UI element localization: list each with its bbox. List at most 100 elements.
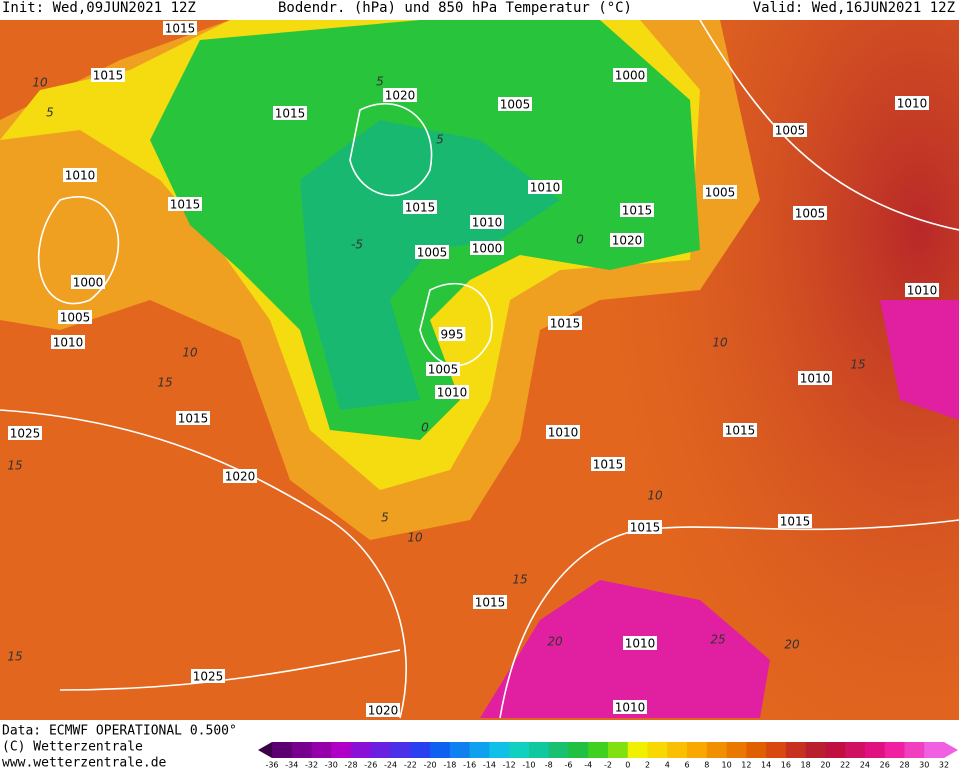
isobar-label-box [435,385,469,399]
isobar-label: 1015 [405,201,436,215]
isobar-label: 1010 [53,336,84,350]
temperature-label: 15 [157,376,172,390]
isobar-label: 995 [441,328,464,342]
isobar-label-box [895,96,929,110]
colorbar-swatch [370,742,392,758]
temperature-label: 10 [647,489,663,503]
isobar-label-box [223,469,257,483]
colorbar-label: 4 [665,761,670,770]
isobar-label: 1010 [472,216,503,230]
colorbar-swatch [687,742,708,758]
colorbar-swatch [726,742,747,758]
isobar-label-box [613,700,647,714]
map-title: Bodendr. (hPa) und 850 hPa Temperatur (°… [278,0,632,16]
isobar-label: 1015 [622,204,653,218]
colorbar-swatch [924,742,945,758]
colorbar-label: -30 [325,761,338,770]
isobar-label-box [798,371,832,385]
isobar-label-box [703,185,737,199]
isobar-label: 1000 [615,69,646,83]
isobar-label: 1020 [612,234,643,248]
colorbar-label: -4 [584,761,592,770]
isobar-label-box [628,520,662,534]
colorbar-swatch [410,742,431,758]
colorbar-label: 12 [741,761,751,770]
colorbar-label: -20 [424,761,437,770]
footer-copyright: (C) Wetterzentrale [2,740,143,755]
colorbar-label: 10 [721,761,731,770]
colorbar-swatch [311,742,332,758]
isobar-label-box [723,423,757,437]
isobar-label: 1005 [795,207,826,221]
isobar-label: 1010 [897,97,928,111]
isobar-label-box [473,595,507,609]
colorbar-label: 30 [919,761,929,770]
colorbar-label: -10 [522,761,535,770]
isobar-label: 1010 [615,701,646,715]
isobar-label-box [91,68,125,82]
colorbar-label: -14 [483,761,496,770]
colorbar-arrow-right [944,742,958,758]
colorbar-swatch [746,742,767,758]
colorbar-swatch [390,742,411,758]
isobar-label-box [548,316,582,330]
colorbar-label: 2 [645,761,650,770]
colorbar-label: -24 [384,761,397,770]
isobar-label-box [591,457,625,471]
temperature-label: 15 [850,358,865,372]
isobar-label: 1015 [170,198,201,212]
colorbar-swatch [449,742,471,758]
isobar-label-box [438,327,466,341]
isobar-label: 1015 [178,412,209,426]
colorbar-swatch [627,742,649,758]
colorbar-swatch [588,742,609,758]
isobar-label: 1010 [65,169,96,183]
temperature-label: 15 [7,459,22,473]
isobar-label-box [58,310,92,324]
colorbar-label: 0 [625,761,630,770]
colorbar-arrow-left [258,742,272,758]
colorbar-label: -18 [443,761,456,770]
colorbar-swatch [904,742,925,758]
isobar-label-box [163,21,197,35]
isobar-label: 1015 [630,521,661,535]
isobar-label: 1020 [385,89,416,103]
colorbar-label: 26 [880,761,890,770]
colorbar-label: -34 [285,761,298,770]
temperature-label: 25 [710,633,725,647]
isobar-label-box [8,426,42,440]
isobar-label: 1015 [780,515,811,529]
isobar-label: 1010 [625,637,656,651]
colorbar-swatch [608,742,629,758]
isobar-line [419,282,493,367]
isobar-label-box [773,123,807,137]
colorbar-swatch [864,742,886,758]
colorbar-swatch [430,742,451,758]
isobar-label-box [623,636,657,650]
isobar-label: 1005 [705,186,736,200]
isobar-line [0,409,407,719]
isobar-label-box [415,245,449,259]
colorbar-swatch [785,742,807,758]
isobar-line [349,102,433,197]
isobar-label-box [191,669,225,683]
colorbar-swatch [568,742,589,758]
temperature-label: 15 [512,573,527,587]
isobar-label-box [498,97,532,111]
isobar-label: 1020 [225,470,256,484]
colorbar-swatch [528,742,550,758]
colorbar-label: 32 [939,761,949,770]
colorbar-label: -6 [564,761,572,770]
init-label: Init: Wed,09JUN2021 12Z [2,0,196,16]
isobar-label-box [176,411,210,425]
isobar-label: 1005 [428,363,459,377]
isobar-label-box [793,206,827,220]
isobar-label: 1025 [10,427,41,441]
isobar-label: 1005 [417,246,448,260]
colorbar-swatch [825,742,846,758]
isobar-label-box [63,168,97,182]
temperature-label: 5 [436,133,444,147]
colorbar-swatch [489,742,510,758]
isobar-label-box [470,241,504,255]
